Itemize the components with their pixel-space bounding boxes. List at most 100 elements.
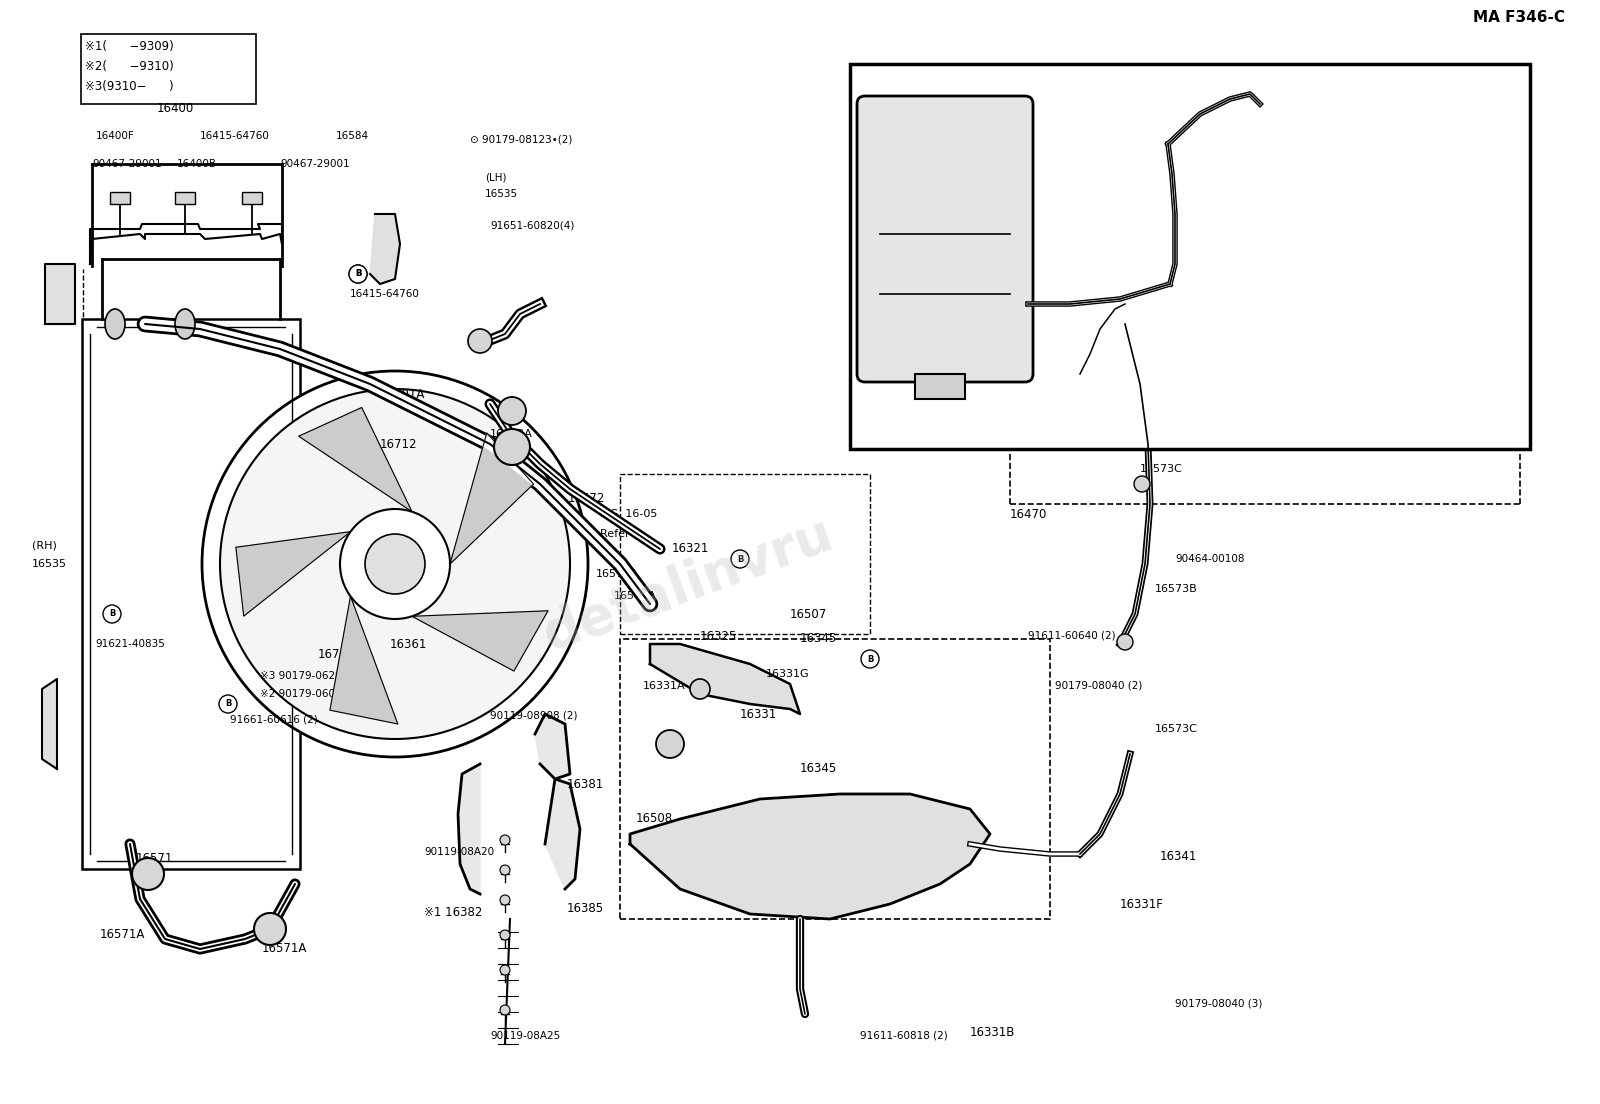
Text: ※1 16382: ※1 16382 bbox=[424, 905, 482, 919]
Text: ※3 90179-06290(4): ※3 90179-06290(4) bbox=[259, 671, 363, 681]
Text: 16701A: 16701A bbox=[381, 388, 426, 401]
Polygon shape bbox=[330, 596, 398, 724]
Polygon shape bbox=[411, 611, 549, 671]
Text: 16571: 16571 bbox=[136, 852, 173, 866]
Text: 16331: 16331 bbox=[739, 708, 778, 721]
Circle shape bbox=[861, 650, 878, 668]
Text: 91621-40835: 91621-40835 bbox=[94, 639, 165, 649]
FancyBboxPatch shape bbox=[858, 96, 1034, 382]
Text: ※2(      −9310): ※2( −9310) bbox=[85, 60, 174, 73]
Text: Refer to: Refer to bbox=[600, 529, 645, 539]
Text: 16573C: 16573C bbox=[1155, 724, 1198, 734]
Polygon shape bbox=[370, 214, 400, 284]
Text: 16472: 16472 bbox=[1195, 411, 1230, 421]
Text: B: B bbox=[109, 609, 115, 618]
Circle shape bbox=[365, 534, 426, 594]
Bar bbox=[242, 192, 262, 204]
Circle shape bbox=[656, 730, 685, 758]
Bar bbox=[621, 474, 870, 634]
Text: 16400: 16400 bbox=[157, 103, 194, 116]
Text: B: B bbox=[355, 269, 362, 278]
Polygon shape bbox=[42, 679, 58, 769]
Polygon shape bbox=[299, 407, 411, 511]
Polygon shape bbox=[235, 532, 350, 616]
Text: 90464-00108: 90464-00108 bbox=[1174, 554, 1245, 564]
Circle shape bbox=[499, 965, 510, 975]
Text: ※1(      −9309): ※1( −9309) bbox=[85, 40, 174, 53]
Circle shape bbox=[1117, 634, 1133, 650]
Text: 16470A: 16470A bbox=[958, 384, 1002, 394]
Text: B: B bbox=[226, 700, 230, 709]
Text: 16535: 16535 bbox=[32, 559, 67, 569]
Bar bbox=[850, 64, 1530, 449]
Text: 16470: 16470 bbox=[1010, 508, 1048, 520]
Text: 16381: 16381 bbox=[566, 777, 605, 790]
Text: 91661-60616 (2): 91661-60616 (2) bbox=[230, 714, 318, 724]
Polygon shape bbox=[650, 644, 800, 714]
Circle shape bbox=[254, 913, 286, 945]
Circle shape bbox=[731, 550, 749, 567]
Text: FIG. 16-05: FIG. 16-05 bbox=[600, 509, 658, 519]
Text: B: B bbox=[355, 269, 362, 278]
Circle shape bbox=[494, 429, 530, 465]
Text: 16572A: 16572A bbox=[490, 429, 533, 439]
Circle shape bbox=[102, 605, 122, 623]
Text: 16415-64760: 16415-64760 bbox=[200, 131, 270, 141]
Bar bbox=[82, 319, 301, 869]
Text: 90179-08040 (3): 90179-08040 (3) bbox=[1174, 999, 1262, 1009]
Circle shape bbox=[339, 509, 450, 619]
Text: 16331F: 16331F bbox=[1120, 898, 1163, 911]
Polygon shape bbox=[546, 779, 579, 889]
Text: ※3(9310−      ): ※3(9310− ) bbox=[85, 79, 174, 93]
Text: detalinvru: detalinvru bbox=[536, 509, 840, 661]
Text: 90179-08040 (2): 90179-08040 (2) bbox=[1054, 681, 1142, 691]
Ellipse shape bbox=[174, 309, 195, 339]
Text: 16331B: 16331B bbox=[970, 1026, 1016, 1039]
Text: 91651-60820(4): 91651-60820(4) bbox=[490, 221, 574, 231]
Circle shape bbox=[499, 866, 510, 875]
Bar bbox=[621, 639, 1050, 919]
Text: 16341: 16341 bbox=[1160, 849, 1197, 862]
Circle shape bbox=[690, 679, 710, 699]
Bar bbox=[174, 192, 195, 204]
Text: 16572A: 16572A bbox=[614, 591, 658, 601]
Text: B: B bbox=[738, 554, 742, 563]
Text: 16573C: 16573C bbox=[1139, 464, 1182, 474]
Text: 16573B: 16573B bbox=[1155, 584, 1198, 594]
Circle shape bbox=[1134, 476, 1150, 492]
Text: 16712: 16712 bbox=[381, 437, 418, 450]
Text: B: B bbox=[867, 655, 874, 664]
Text: 90119-08A20: 90119-08A20 bbox=[424, 847, 494, 857]
Bar bbox=[82, 34, 256, 104]
Polygon shape bbox=[458, 764, 480, 894]
Text: 16345: 16345 bbox=[800, 633, 837, 646]
Text: 16571A: 16571A bbox=[99, 927, 146, 941]
Text: 16325: 16325 bbox=[701, 629, 738, 643]
Text: 90119-08908 (2): 90119-08908 (2) bbox=[490, 711, 578, 721]
Circle shape bbox=[202, 371, 589, 757]
Circle shape bbox=[349, 265, 366, 283]
Text: 16584: 16584 bbox=[336, 131, 370, 141]
Text: 16572A: 16572A bbox=[595, 569, 638, 578]
Text: 16535: 16535 bbox=[485, 189, 518, 199]
Text: (RH): (RH) bbox=[32, 541, 58, 551]
Text: MA F346-C: MA F346-C bbox=[1474, 10, 1565, 25]
Polygon shape bbox=[534, 714, 570, 779]
Circle shape bbox=[499, 835, 510, 845]
Text: 16571A: 16571A bbox=[262, 943, 307, 955]
Text: 16471: 16471 bbox=[1066, 437, 1102, 450]
Text: 16331A: 16331A bbox=[643, 681, 686, 691]
Text: 91611-60818 (2): 91611-60818 (2) bbox=[861, 1031, 947, 1041]
Polygon shape bbox=[630, 794, 990, 919]
Text: 16331G: 16331G bbox=[766, 669, 810, 679]
Text: 16470R: 16470R bbox=[1125, 411, 1168, 421]
Text: 16572: 16572 bbox=[568, 492, 605, 506]
Text: 16385: 16385 bbox=[566, 902, 605, 915]
Text: 16361: 16361 bbox=[390, 637, 427, 650]
Text: 16470B: 16470B bbox=[1010, 404, 1053, 414]
Polygon shape bbox=[45, 264, 75, 323]
Text: 16701: 16701 bbox=[318, 648, 355, 660]
Circle shape bbox=[467, 329, 493, 353]
Bar bbox=[915, 374, 965, 399]
Text: 16415-64760: 16415-64760 bbox=[350, 289, 419, 299]
